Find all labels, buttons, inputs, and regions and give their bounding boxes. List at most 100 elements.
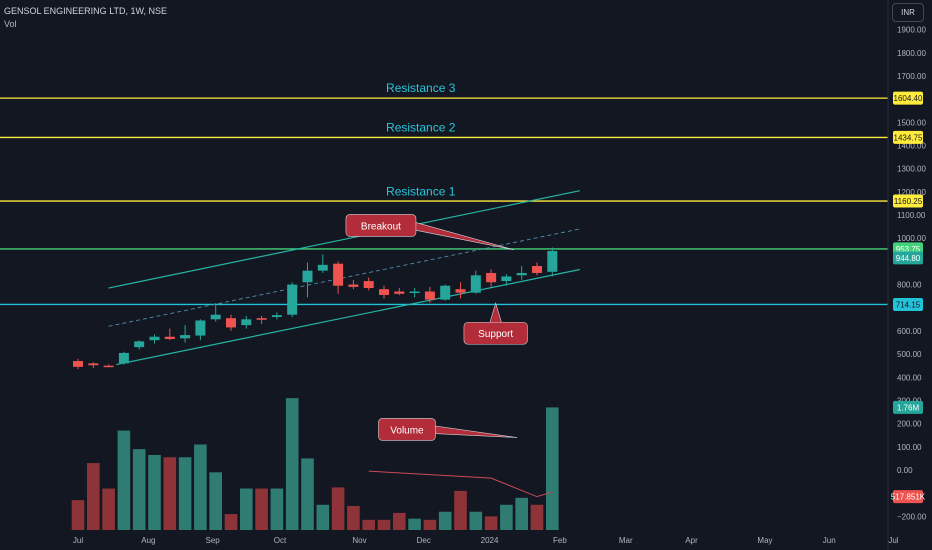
axis-badge-box (893, 251, 923, 265)
candle-body (103, 365, 114, 368)
volume-bar (194, 444, 207, 530)
candle (547, 247, 558, 277)
candle (195, 319, 206, 341)
candle (256, 315, 267, 324)
volume-bar (240, 488, 253, 530)
axis-badge: 1434.75 (893, 130, 923, 144)
time-tick-label: Sep (206, 536, 221, 545)
axis-badges: 1604.40 1434.75 1160.25 953.75 714.15 944.80 1… (891, 91, 926, 504)
callout-box (345, 214, 417, 237)
volume-bar (347, 505, 360, 530)
candle-body (149, 336, 160, 341)
candle (103, 364, 114, 368)
time-tick-label: Jul (888, 536, 898, 545)
axis-badge-label: 953.75 (896, 245, 921, 254)
axis-badge-label: 1160.25 (894, 197, 923, 206)
callout-volume: Volume (378, 418, 518, 441)
axis-badge-label: 1.76M (897, 403, 920, 412)
price-tick-label: 1700.00 (897, 72, 926, 81)
time-axis[interactable]: Jul Aug Sep Oct Nov Dec 2024 Feb Mar Apr May Jun Jul (73, 536, 899, 545)
candle (532, 262, 542, 276)
candle-body (256, 318, 267, 320)
volume-bar (209, 472, 222, 530)
axis-badge-box (893, 130, 923, 144)
price-tick-label: 400.00 (897, 373, 922, 382)
price-axis[interactable]: 1900.00 1800.00 1700.00 1500.00 1400.00 1300.… (887, 0, 927, 550)
volume-bar (224, 514, 238, 530)
axis-badge-box (893, 400, 923, 414)
price-tick-label: 200.00 (897, 420, 922, 429)
candle (409, 288, 420, 298)
axis-badge-box (893, 91, 923, 105)
axis-badge: 1.76M (893, 400, 923, 414)
annotation-resistance-2: Resistance 2 (386, 121, 456, 135)
candle-body (73, 361, 83, 367)
channel-lower-line (116, 268, 580, 366)
volume-bar (377, 519, 391, 530)
time-tick-label: 2024 (481, 536, 499, 545)
candle (379, 285, 389, 299)
volume-bar (546, 407, 559, 530)
axis-badge-label: 517.851K (891, 493, 926, 502)
callout-breakout: Breakout (345, 214, 515, 251)
axis-badge-label: 944.80 (896, 254, 921, 263)
candle-body (424, 291, 435, 300)
candle (210, 303, 221, 322)
currency-selector[interactable]: INR (892, 3, 924, 22)
price-tick-label: 1000.00 (897, 234, 926, 243)
volume-bar (500, 504, 513, 530)
axis-badge: 714.15 (893, 297, 923, 311)
candle-body (516, 272, 527, 276)
annotation-resistance-1: Resistance 1 (386, 184, 456, 198)
candle-body (287, 284, 298, 315)
volume-bar (331, 487, 345, 530)
candle-body (363, 281, 374, 289)
candle (180, 325, 191, 343)
callout-box (463, 321, 528, 345)
time-tick-label: Nov (352, 536, 366, 545)
callout-label: Volume (390, 425, 424, 436)
volume-bar (484, 516, 498, 530)
candle-body (333, 263, 344, 286)
candle (486, 269, 497, 287)
volume-bar (393, 512, 406, 530)
candle (440, 284, 451, 301)
candle-body (532, 266, 542, 273)
volume-bar (454, 490, 467, 530)
time-tick-label: Aug (141, 536, 155, 545)
channel-middle-line (108, 228, 580, 327)
volume-bar (102, 488, 115, 530)
volume-bar (362, 519, 375, 530)
candle (164, 328, 175, 341)
volume-bar (132, 449, 146, 530)
candle-body (226, 318, 236, 328)
axis-badge-label: 1434.75 (894, 133, 923, 142)
callout-pointer (489, 302, 503, 324)
price-tick-label: 1300.00 (897, 165, 926, 174)
price-tick-label: 1900.00 (897, 26, 926, 35)
candle-body (379, 289, 389, 295)
callout-pointer (411, 221, 515, 251)
volume-moving-average (368, 470, 553, 498)
candle-body (118, 352, 129, 364)
candle-body (180, 335, 191, 339)
axis-badge: 944.80 (893, 251, 923, 265)
candle-body (195, 320, 206, 336)
candle-body (210, 314, 221, 320)
annotations: Resistance 1 Resistance 2 Resistance 3 Brea… (345, 81, 528, 441)
candle-body (302, 270, 313, 283)
chart-title: GENSOL ENGINEERING LTD, 1W, NSE (4, 6, 168, 16)
candle-body (164, 336, 175, 340)
axis-badge: 1604.40 (893, 91, 923, 105)
price-tick-label: 800.00 (897, 281, 922, 290)
callout-label: Support (478, 329, 513, 340)
candle-body (317, 264, 328, 271)
candle-body (409, 291, 420, 294)
candle (88, 362, 99, 369)
price-tick-label: 1400.00 (897, 141, 926, 150)
candle-body (470, 275, 481, 293)
horizontal-levels (0, 97, 888, 306)
annotation-resistance-3: Resistance 3 (386, 81, 456, 95)
price-tick-label: 0.00 (897, 466, 913, 475)
